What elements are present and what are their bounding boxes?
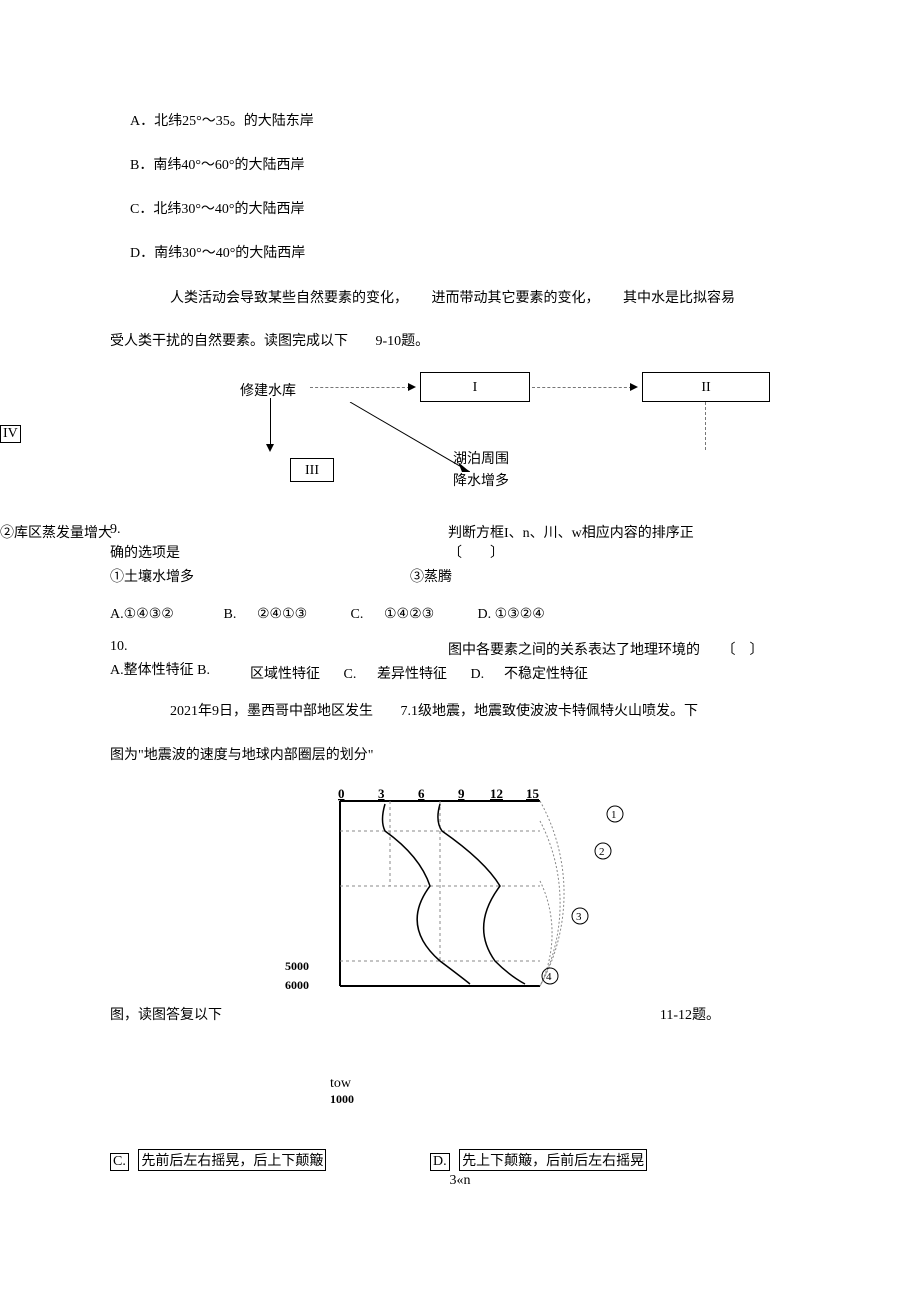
q10-right1: 图中各要素之间的关系表达了地理环境的 〔 〕	[448, 639, 764, 659]
intro11-l1: 2021年9日，墨西哥中部地区发生 7.1级地震，地震致使波波卡特佩特火山喷发。…	[110, 699, 810, 724]
lake-rain-1: 湖泊周围	[453, 448, 509, 468]
y-6000: 6000	[285, 978, 309, 993]
footer-page-num: 3«n	[110, 1173, 810, 1189]
svg-text:9: 9	[458, 786, 465, 801]
intro9-l2b: 9-10题。	[376, 334, 430, 349]
q9-num: 9.	[110, 522, 121, 538]
intro-q9-line2: 受人类干扰的自然要素。读图完成以下 9-10题。	[110, 329, 810, 354]
option-c: C．北纬30°～40°的大陆西岸	[130, 198, 810, 218]
q9-ans-b: ②④①③	[257, 606, 347, 623]
cd-c: C. 先前后左右摇晃，后上下颠簸	[110, 1149, 326, 1171]
q10-paren: 〔 〕	[722, 643, 764, 658]
q10-row: 10. 图中各要素之间的关系表达了地理环境的 〔 〕 A.整体性特征 B.	[110, 639, 810, 683]
tow-1000: 1000	[330, 1092, 810, 1107]
q9-ans-c-lbl: C.	[351, 607, 381, 623]
q9-ans-b-lbl: B.	[224, 607, 254, 623]
diagram-left-text: 图，读图答复以下	[110, 1004, 222, 1024]
svg-text:12: 12	[490, 786, 503, 801]
cd-d: D. 先上下颠簸，后前后左右摇晃	[430, 1149, 647, 1171]
q10-sub-a: A.整体性特征 B.	[110, 659, 210, 679]
svg-text:4: 4	[546, 971, 552, 983]
svg-text:15: 15	[526, 786, 540, 801]
arrow-down-1-head	[266, 444, 274, 452]
arrow-1-head	[408, 383, 416, 391]
dashed-down	[705, 402, 706, 450]
q9-sub-right: ③蒸腾	[410, 566, 452, 586]
flow-box-2: II	[642, 372, 770, 402]
q9-right2: 〔 〕	[448, 542, 504, 562]
intro11-l1a: 2021年9日，墨西哥中部地区发生	[170, 704, 373, 719]
q9-answers: A.①④③② B. ②④①③ C. ①④②③ D. ①③②④	[110, 606, 810, 623]
q9-sub-left: ①土壤水增多	[110, 566, 194, 586]
svg-text:2: 2	[599, 846, 605, 858]
q9-right1: 判断方框I、n、川、w相应内容的排序正	[448, 522, 694, 542]
arrow-1	[310, 387, 410, 388]
intro9-l1c: 其中水是比拟容易	[623, 291, 735, 306]
option-a: A．北纬25°～35。的大陆东岸	[130, 110, 810, 130]
tow-block: tow 1000	[330, 1076, 810, 1107]
cd-d-text: 先上下颠簸，后前后左右摇晃	[459, 1149, 647, 1171]
svg-text:0: 0	[338, 786, 345, 801]
intro11-l1b: 7.1级地震，地震致使波波卡特佩特火山喷发。下	[401, 704, 699, 719]
arrow-2	[532, 387, 632, 388]
flow-box-1: I	[420, 372, 530, 402]
lake-rain-2: 降水增多	[453, 470, 509, 490]
flow-build-reservoir: 修建水库	[240, 380, 296, 400]
q9-ans-a: A.①④③②	[110, 606, 220, 623]
intro11-l2: 图为"地震波的速度与地球内部圈层的划分"	[110, 743, 810, 768]
intro-q9: 人类活动会导致某些自然要素的变化， 进而带动其它要素的变化， 其中水是比拟容易	[110, 286, 810, 311]
tow-label: tow	[330, 1076, 810, 1092]
q9-row: 9. 判断方框I、n、川、w相应内容的排序正 确的选项是 〔 〕	[110, 522, 810, 566]
y-5000: 5000	[285, 959, 309, 974]
cd-c-lbl: C.	[110, 1153, 129, 1171]
q10-num: 10.	[110, 639, 128, 655]
svg-text:3: 3	[576, 911, 582, 923]
intro9-l1a: 人类活动会导致某些自然要素的变化，	[170, 291, 408, 306]
flowchart: 修建水库 I II III 湖泊周围 降水增多	[110, 372, 810, 512]
diagram-right-text: 11-12题。	[660, 1004, 720, 1024]
option-d: D．南纬30°～40°的大陆西岸	[130, 242, 810, 262]
svg-text:3: 3	[378, 786, 385, 801]
q9-ans-d: D. ①③②④	[478, 606, 545, 623]
cd-d-lbl: D.	[430, 1153, 450, 1171]
q9-sub: ①土壤水增多 ③蒸腾	[110, 566, 810, 592]
q9-left2: 确的选项是	[110, 542, 180, 562]
intro9-l2a: 受人类干扰的自然要素。读图完成以下	[110, 334, 348, 349]
intro9-l1b: 进而带动其它要素的变化，	[432, 291, 600, 306]
arrow-diag	[340, 402, 470, 472]
q10-right1-text: 图中各要素之间的关系表达了地理环境的	[448, 643, 700, 658]
cd-row: C. 先前后左右摇晃，后上下颠簸 D. 先上下颠簸，后前后左右摇晃	[110, 1149, 810, 1169]
q9-ans-c: ①④②③	[384, 606, 474, 623]
page-content: A．北纬25°～35。的大陆东岸 B．南纬40°～60°的大陆西岸 C．北纬30…	[0, 0, 920, 1189]
flow-box-3: III	[290, 458, 334, 482]
option-b: B．南纬40°～60°的大陆西岸	[130, 154, 810, 174]
svg-text:1: 1	[611, 809, 617, 821]
arrow-2-head	[630, 383, 638, 391]
arrow-down-1	[270, 398, 271, 446]
seismic-svg: 0 3 6 9 12 15 1 2 3	[330, 786, 690, 1006]
seismic-diagram: 0 3 6 9 12 15 1 2 3	[110, 786, 810, 1036]
svg-text:6: 6	[418, 786, 425, 801]
cd-c-text: 先前后左右摇晃，后上下颠簸	[138, 1149, 326, 1171]
